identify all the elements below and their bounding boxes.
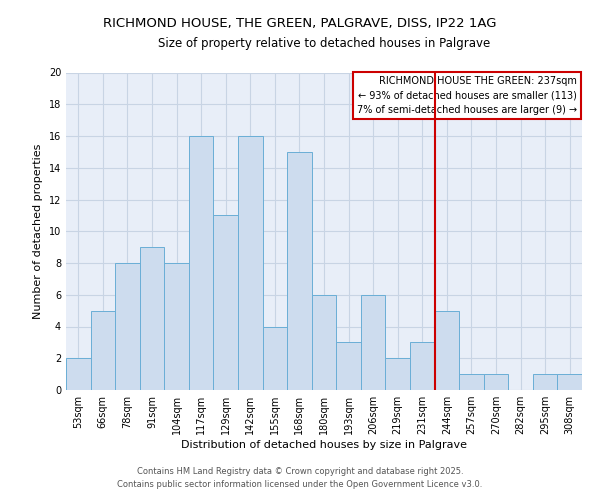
Bar [312, 294, 336, 390]
Bar [189, 136, 214, 390]
X-axis label: Distribution of detached houses by size in Palgrave: Distribution of detached houses by size … [181, 440, 467, 450]
Bar [91, 310, 115, 390]
Bar [214, 216, 238, 390]
Title: Size of property relative to detached houses in Palgrave: Size of property relative to detached ho… [158, 38, 490, 51]
Bar [385, 358, 410, 390]
Text: Contains HM Land Registry data © Crown copyright and database right 2025.
Contai: Contains HM Land Registry data © Crown c… [118, 468, 482, 489]
Bar [361, 294, 385, 390]
Bar [410, 342, 434, 390]
Bar [484, 374, 508, 390]
Text: RICHMOND HOUSE THE GREEN: 237sqm
← 93% of detached houses are smaller (113)
7% o: RICHMOND HOUSE THE GREEN: 237sqm ← 93% o… [357, 76, 577, 116]
Bar [557, 374, 582, 390]
Bar [164, 263, 189, 390]
Bar [140, 247, 164, 390]
Bar [115, 263, 140, 390]
Bar [66, 358, 91, 390]
Bar [434, 310, 459, 390]
Bar [336, 342, 361, 390]
Bar [459, 374, 484, 390]
Bar [287, 152, 312, 390]
Bar [238, 136, 263, 390]
Text: RICHMOND HOUSE, THE GREEN, PALGRAVE, DISS, IP22 1AG: RICHMOND HOUSE, THE GREEN, PALGRAVE, DIS… [103, 18, 497, 30]
Bar [533, 374, 557, 390]
Y-axis label: Number of detached properties: Number of detached properties [33, 144, 43, 319]
Bar [263, 326, 287, 390]
